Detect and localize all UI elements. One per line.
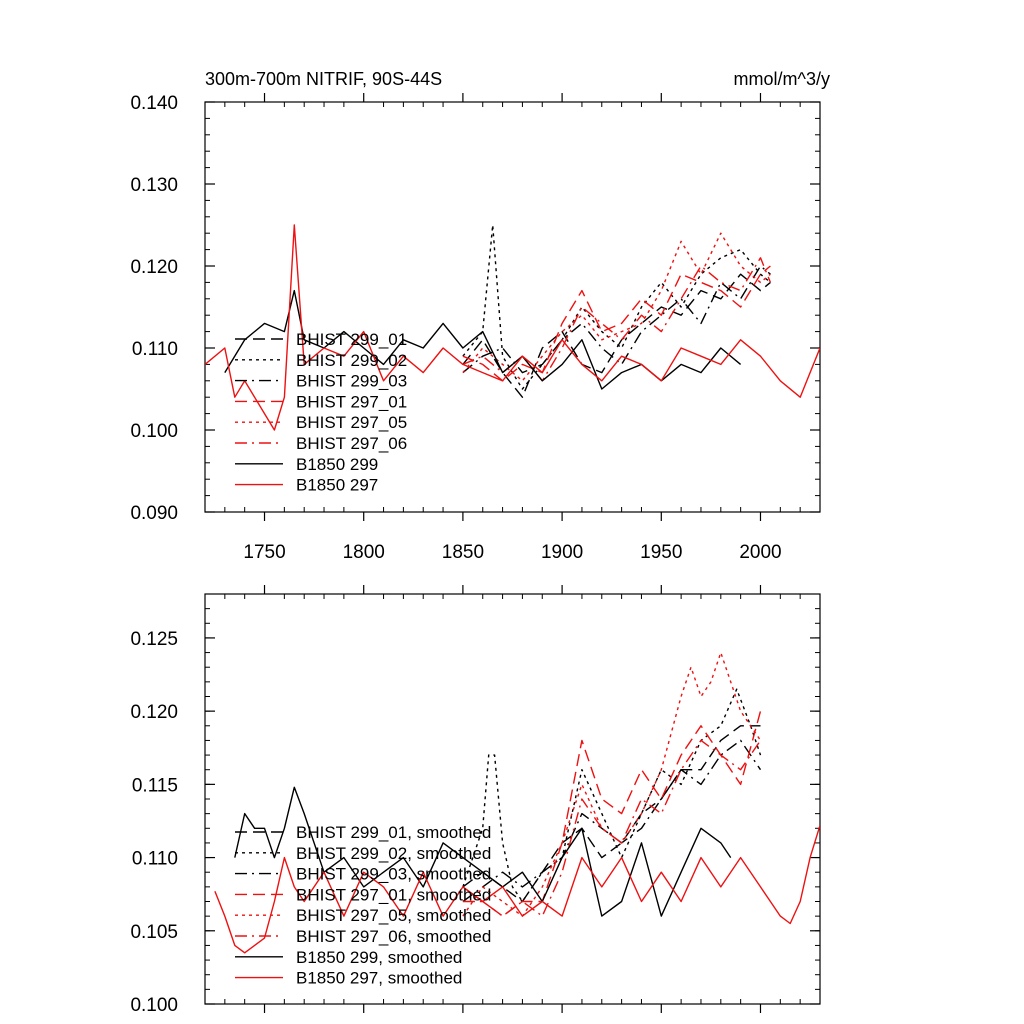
series-line: [462, 265, 771, 382]
legend-label: BHIST 297_06: [296, 434, 407, 453]
plot-title: 300m-700m NITRIF, 90S-44S: [205, 69, 442, 89]
y-tick-label: 0.105: [130, 922, 178, 943]
series-line: [462, 273, 771, 398]
series-line: [462, 224, 771, 390]
legend-label: BHIST 297_01, smoothed: [296, 885, 491, 904]
plot-units: mmol/m^3/y: [734, 69, 830, 89]
y-tick-label: 0.110: [132, 339, 178, 360]
y-tick-label: 0.120: [130, 257, 178, 278]
legend-label: BHIST 299_03: [296, 372, 407, 391]
legend: BHIST 299_01, smoothed BHIST 299_02, smoo…: [235, 823, 491, 988]
series-line: [462, 725, 761, 903]
series-line: [462, 739, 762, 903]
series-line: [462, 232, 771, 382]
legend-label: BHIST 297_01: [296, 392, 407, 411]
x-tick-label: 1950: [640, 542, 682, 563]
plot-frame: [204, 101, 821, 513]
y-tick-label: 0.130: [130, 175, 178, 196]
legend-label: BHIST 299_02: [296, 351, 407, 370]
y-tick-label: 0.120: [130, 702, 178, 723]
legend-label: BHIST 299_01, smoothed: [296, 823, 491, 842]
legend-label: BHIST 297_05, smoothed: [296, 906, 491, 925]
legend-label: B1850 299, smoothed: [296, 948, 462, 967]
series-line: [462, 265, 771, 374]
y-tick-label: 0.140: [130, 93, 178, 114]
bottom-panel: 0.100 0.105 0.110 0.115 0.120 0.125 BHIST 299_…: [130, 585, 821, 1016]
x-tick-label: 1850: [442, 542, 484, 563]
x-tick-label: 1800: [343, 542, 385, 563]
legend-label: B1850 299: [296, 455, 378, 474]
legend-label: B1850 297: [296, 476, 378, 495]
y-tick-label: 0.125: [130, 629, 178, 650]
series-line: [234, 786, 732, 917]
series-line: [214, 825, 820, 954]
y-tick-label: 0.115: [132, 775, 178, 796]
legend-label: BHIST 299_01: [296, 330, 407, 349]
x-tick-label: 1900: [541, 542, 583, 563]
legend-label: BHIST 299_03, smoothed: [296, 865, 491, 884]
series-line: [462, 710, 762, 917]
series-line: [462, 651, 762, 917]
y-tick-label: 0.100: [130, 421, 178, 442]
series-group: [214, 651, 820, 954]
y-tick-label: 0.110: [132, 849, 178, 870]
top-panel: 1750 1800 1850 1900 1950 2000 0.090 0.100 0.110 0…: [130, 93, 821, 563]
legend-label: BHIST 299_02, smoothed: [296, 844, 491, 863]
series-line: [205, 224, 820, 431]
series-line: [462, 688, 762, 903]
legend-label: BHIST 297_06, smoothed: [296, 927, 491, 946]
legend-label: BHIST 297_05: [296, 413, 407, 432]
x-tick-label: 1750: [243, 542, 285, 563]
y-tick-label: 0.100: [130, 995, 178, 1016]
series-group: [205, 224, 820, 431]
y-tick-label: 0.090: [130, 503, 178, 524]
series-line: [462, 739, 762, 917]
x-tick-label: 2000: [739, 542, 781, 563]
legend-label: B1850 297, smoothed: [296, 969, 462, 988]
